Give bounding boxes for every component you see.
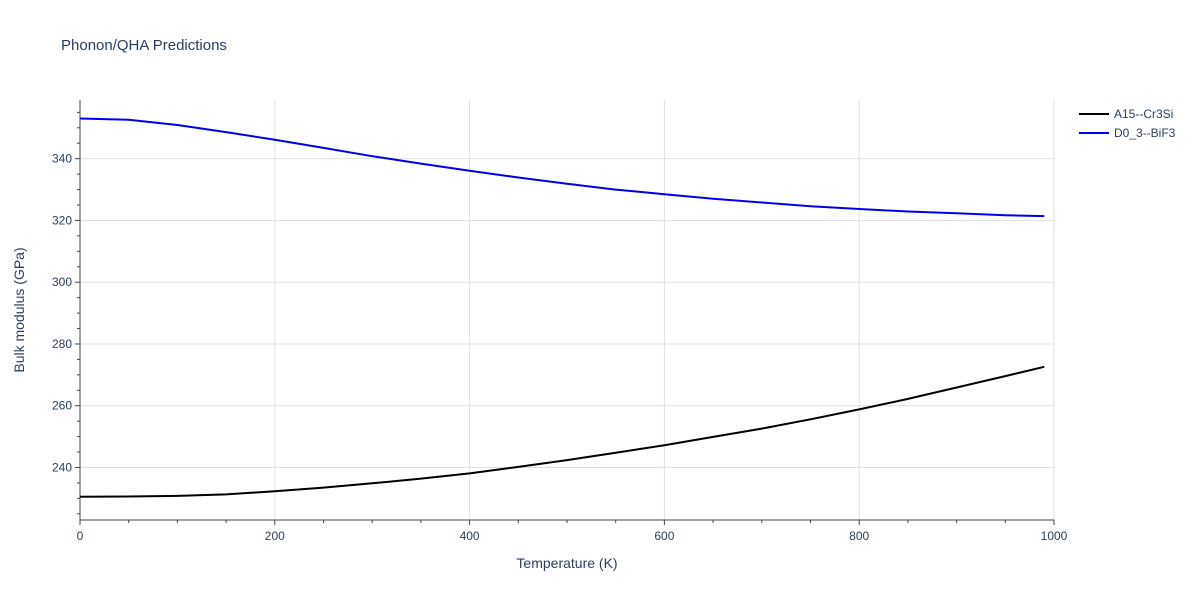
x-tick-label: 0: [77, 529, 84, 543]
axes: [75, 100, 1055, 525]
y-tick-label: 320: [52, 213, 72, 227]
series-line-0: [79, 365, 1045, 498]
legend-label: D0_3--BiF3: [1114, 126, 1176, 140]
y-tick-label: 300: [52, 275, 72, 289]
legend-item-0[interactable]: A15--Cr3Si: [1079, 107, 1173, 121]
y-axis-title: Bulk modulus (GPa): [11, 247, 27, 372]
x-tick-label: 1000: [1041, 529, 1068, 543]
y-tick-label: 260: [52, 399, 72, 413]
legend[interactable]: A15--Cr3Si D0_3--BiF3: [1079, 107, 1176, 140]
y-tick-label: 340: [52, 152, 72, 166]
x-tick-label: 600: [654, 529, 674, 543]
x-tick-label: 400: [460, 529, 480, 543]
x-tick-label: 800: [849, 529, 869, 543]
x-tick-label: 200: [265, 529, 285, 543]
series-line-1: [79, 117, 1045, 218]
tick-labels: 0 200 400 600 800 1000 240 260 280 300 320 340: [52, 152, 1068, 543]
plot-series: [79, 117, 1045, 498]
y-tick-label: 280: [52, 337, 72, 351]
x-axis-title: Temperature (K): [516, 555, 617, 571]
gridlines: [80, 100, 1055, 520]
legend-item-1[interactable]: D0_3--BiF3: [1079, 126, 1176, 140]
chart-title: Phonon/QHA Predictions: [61, 37, 227, 54]
y-tick-label: 240: [52, 461, 72, 475]
legend-label: A15--Cr3Si: [1114, 107, 1173, 121]
